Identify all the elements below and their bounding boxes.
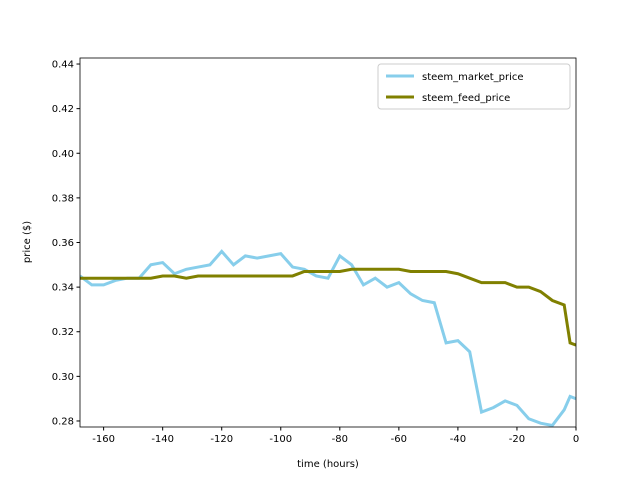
y-tick-label: 0.40	[52, 149, 74, 160]
y-tick-label: 0.36	[52, 238, 74, 249]
y-axis-label: price ($)	[22, 221, 33, 263]
x-tick-label: -140	[151, 434, 174, 445]
y-tick-label: 0.42	[52, 104, 74, 115]
x-axis-label: time (hours)	[297, 459, 359, 470]
x-tick-label: -20	[509, 434, 525, 445]
y-tick-label: 0.34	[52, 283, 74, 294]
legend-box	[377, 63, 571, 110]
y-tick-label: 0.38	[52, 193, 74, 204]
x-tick-label: -40	[450, 434, 466, 445]
legend-label: steem_feed_price	[422, 93, 510, 104]
x-tick-label: 0	[573, 434, 579, 445]
legend-label: steem_market_price	[422, 72, 524, 83]
x-tick-label: -80	[332, 434, 348, 445]
data-line	[80, 267, 576, 347]
y-tick-label: 0.28	[52, 416, 74, 427]
plot-frame	[79, 57, 577, 428]
data-line	[80, 249, 576, 427]
y-tick-label: 0.44	[52, 60, 74, 71]
x-tick-label: -120	[210, 434, 233, 445]
y-tick-label: 0.30	[52, 372, 74, 383]
x-tick-label: -160	[92, 434, 115, 445]
x-tick-label: -60	[391, 434, 407, 445]
x-tick-label: -100	[269, 434, 292, 445]
y-tick-label: 0.32	[52, 327, 74, 338]
